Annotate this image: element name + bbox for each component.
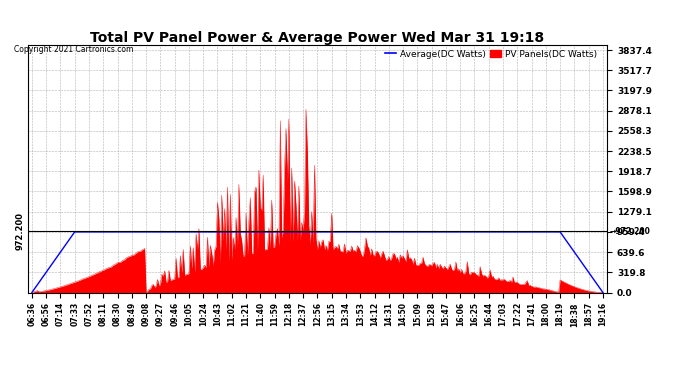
Text: →972.200: →972.200 (610, 226, 651, 236)
Text: 972.200: 972.200 (16, 212, 25, 250)
Text: Copyright 2021 Cartronics.com: Copyright 2021 Cartronics.com (14, 45, 133, 54)
Legend: Average(DC Watts), PV Panels(DC Watts): Average(DC Watts), PV Panels(DC Watts) (386, 50, 597, 58)
Title: Total PV Panel Power & Average Power Wed Mar 31 19:18: Total PV Panel Power & Average Power Wed… (90, 31, 544, 45)
